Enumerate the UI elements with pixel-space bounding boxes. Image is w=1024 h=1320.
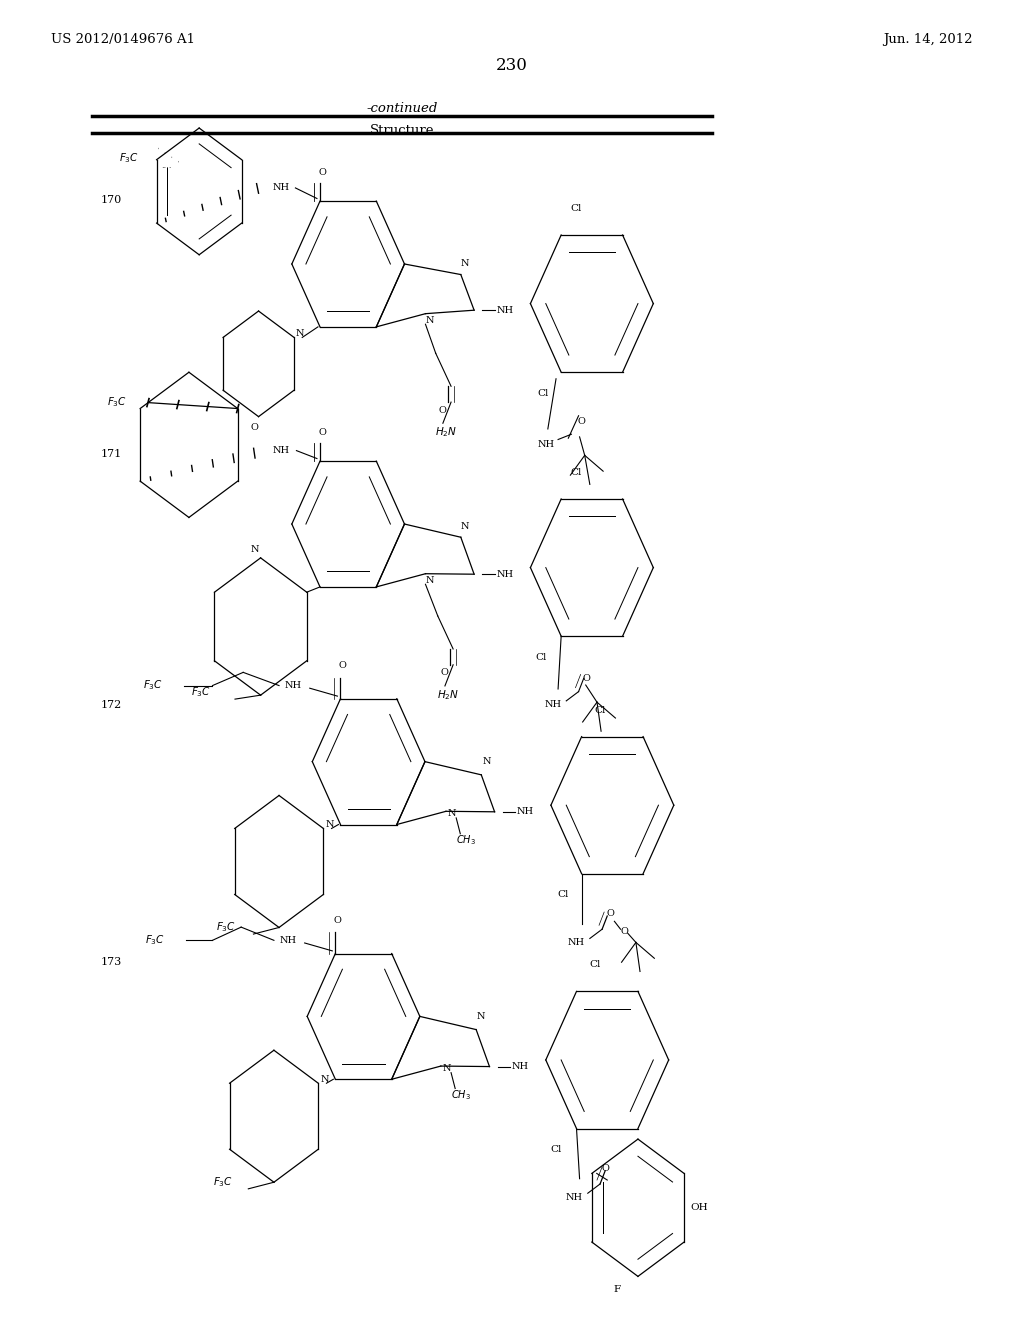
Text: Jun. 14, 2012: Jun. 14, 2012: [884, 33, 973, 46]
Text: O: O: [318, 168, 326, 177]
Text: N: N: [321, 1074, 329, 1084]
Text: NH: NH: [568, 939, 585, 946]
Text: 230: 230: [496, 57, 528, 74]
Text: O: O: [334, 916, 341, 925]
Text: N: N: [447, 809, 457, 818]
Text: $F_3C$: $F_3C$: [216, 920, 236, 935]
Text: NH: NH: [545, 701, 561, 709]
Text: OH: OH: [690, 1204, 709, 1212]
Text: $F_3C$: $F_3C$: [191, 685, 211, 700]
Text: $F_3C$: $F_3C$: [108, 396, 127, 409]
Text: NH: NH: [517, 808, 534, 816]
Text: NH: NH: [497, 570, 513, 578]
Text: O: O: [621, 928, 629, 936]
Text: Cl: Cl: [594, 706, 606, 714]
Text: NH: NH: [285, 681, 302, 690]
Text: NH: NH: [272, 183, 290, 193]
Text: NH: NH: [280, 936, 297, 945]
Text: Cl: Cl: [557, 891, 569, 899]
Text: ....: ....: [161, 161, 172, 169]
Text: 172: 172: [100, 700, 122, 710]
Text: Cl: Cl: [570, 205, 583, 213]
Text: 171: 171: [100, 449, 122, 459]
Text: $H_2N$: $H_2N$: [435, 425, 457, 440]
Text: O: O: [441, 668, 449, 677]
Text: $F_3C$: $F_3C$: [120, 152, 139, 165]
Text: Cl: Cl: [535, 653, 547, 661]
Text: US 2012/0149676 A1: US 2012/0149676 A1: [51, 33, 196, 46]
Text: $F_3C$: $F_3C$: [145, 933, 165, 948]
Text: NH: NH: [272, 446, 290, 455]
Text: O: O: [601, 1164, 609, 1172]
Text: N: N: [461, 523, 469, 531]
Text: NH: NH: [538, 441, 554, 449]
Text: NH: NH: [566, 1193, 583, 1201]
Text: N: N: [425, 576, 434, 585]
Text: N: N: [442, 1064, 452, 1073]
Text: O: O: [578, 417, 586, 425]
Text: O: O: [339, 661, 346, 671]
Text: NH: NH: [512, 1063, 528, 1071]
Text: Cl: Cl: [570, 469, 583, 477]
Text: Cl: Cl: [537, 389, 549, 397]
Text: NH: NH: [497, 306, 513, 314]
Text: $F_3C$: $F_3C$: [143, 678, 163, 693]
Text: N: N: [482, 758, 490, 766]
Text: $CH_3$: $CH_3$: [457, 833, 476, 847]
Text: O: O: [439, 405, 446, 414]
Text: Cl: Cl: [589, 961, 601, 969]
Text: N: N: [477, 1012, 485, 1020]
Text: O: O: [606, 909, 614, 917]
Text: O: O: [318, 428, 326, 437]
Text: $CH_3$: $CH_3$: [452, 1088, 471, 1102]
Text: $F_3C$: $F_3C$: [213, 1175, 232, 1189]
Text: -continued: -continued: [367, 102, 437, 115]
Text: O: O: [583, 675, 591, 682]
Text: F: F: [614, 1286, 621, 1294]
Text: 173: 173: [100, 957, 122, 968]
Text: $H_2N$: $H_2N$: [437, 688, 459, 702]
Text: Cl: Cl: [550, 1146, 562, 1154]
Text: N: N: [461, 260, 469, 268]
Text: Structure: Structure: [370, 124, 434, 137]
Text: N: N: [425, 315, 434, 325]
Text: O: O: [251, 422, 258, 432]
Text: N: N: [326, 820, 334, 829]
Text: 170: 170: [100, 195, 122, 206]
Text: N: N: [250, 545, 259, 554]
Text: N: N: [296, 329, 304, 338]
